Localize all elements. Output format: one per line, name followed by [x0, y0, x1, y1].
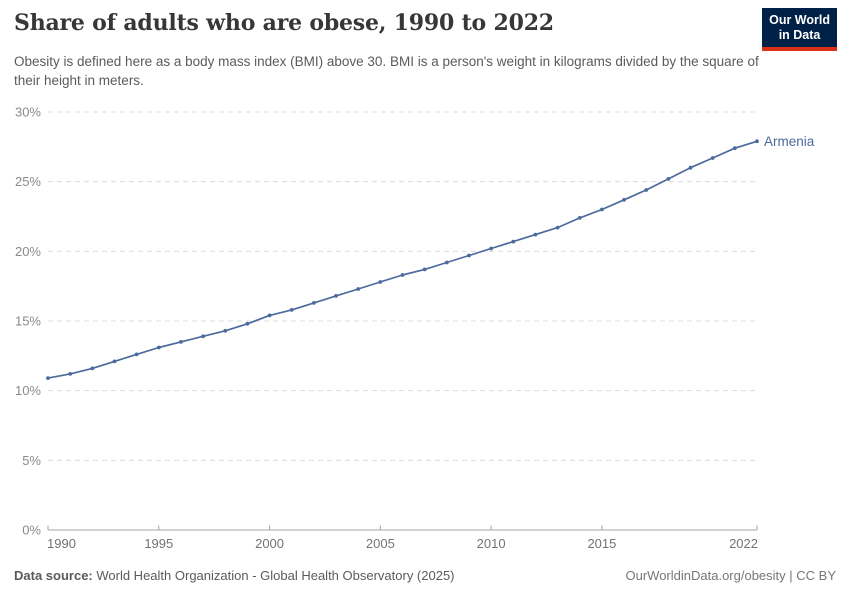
footer-credit-link[interactable]: OurWorldinData.org/obesity | CC BY: [625, 568, 837, 583]
y-tick-label: 10%: [15, 383, 41, 398]
x-tick-label: 2000: [255, 536, 284, 551]
series-end-label: Armenia: [764, 134, 815, 149]
data-point: [710, 156, 715, 160]
data-point: [312, 301, 316, 305]
data-point: [90, 366, 95, 371]
data-point: [467, 253, 471, 258]
data-point: [179, 340, 183, 344]
data-point: [289, 308, 294, 312]
x-tick-label: 2022: [729, 536, 758, 551]
data-point: [732, 146, 737, 151]
page-title: Share of adults who are obese, 1990 to 2…: [14, 10, 554, 36]
owid-logo-line2: in Data: [778, 28, 821, 42]
data-point: [577, 216, 582, 220]
owid-logo-line1: Our World: [769, 13, 830, 27]
data-point: [356, 287, 361, 291]
data-point: [489, 246, 493, 251]
data-point: [511, 239, 516, 244]
data-point: [666, 177, 671, 181]
data-point: [334, 294, 338, 298]
data-line: [47, 140, 758, 379]
x-tick-label: 2015: [587, 536, 616, 551]
data-point: [444, 260, 449, 265]
chart-subtitle: Obesity is defined here as a body mass i…: [14, 54, 759, 88]
data-point: [68, 372, 73, 376]
data-point: [688, 165, 693, 170]
data-point: [156, 345, 161, 350]
x-tick-label: 1990: [47, 536, 76, 551]
x-tick-label: 2005: [366, 536, 395, 551]
y-tick-label: 30%: [15, 105, 41, 120]
y-tick-label: 25%: [15, 174, 41, 189]
data-point: [600, 207, 604, 212]
data-point: [555, 225, 560, 230]
y-tick-label: 20%: [15, 244, 41, 259]
x-tick-label: 2010: [477, 536, 506, 551]
chart-footer: Data source: World Health Organization -…: [14, 568, 836, 583]
data-point: [644, 188, 649, 192]
datasource-label: Data source:: [14, 568, 93, 583]
owid-logo[interactable]: Our World in Data: [762, 8, 837, 51]
data-point: [622, 197, 626, 202]
data-point: [46, 376, 50, 380]
datasource-text: World Health Organization - Global Healt…: [92, 568, 455, 583]
x-tick-label: 1995: [144, 536, 173, 551]
data-point: [112, 359, 117, 364]
data-point: [378, 280, 383, 284]
y-tick-label: 15%: [15, 314, 41, 329]
data-point: [201, 334, 206, 339]
datasource-line: Data source: World Health Organization -…: [14, 568, 455, 583]
y-tick-label: 0%: [22, 523, 41, 538]
data-point: [267, 313, 272, 318]
data-point: [223, 328, 228, 333]
data-point: [755, 139, 759, 144]
data-point: [245, 321, 250, 326]
data-point: [400, 273, 405, 277]
data-point: [134, 352, 139, 357]
data-point: [422, 267, 427, 272]
data-point: [533, 232, 538, 237]
y-tick-label: 5%: [22, 453, 41, 468]
